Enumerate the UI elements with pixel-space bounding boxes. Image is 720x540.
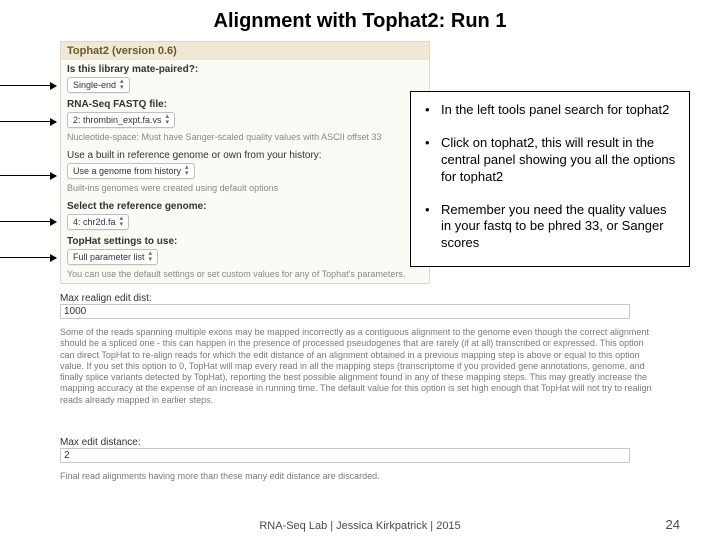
chevron-updown-icon: ▴▾ xyxy=(185,165,189,177)
instruction-item: Remember you need the quality values in … xyxy=(423,202,677,253)
page-number: 24 xyxy=(666,517,680,532)
mate-paired-label: Is this library mate-paired?: xyxy=(67,64,423,75)
arrow-2 xyxy=(0,121,56,122)
fastq-value: 2: thrombin_expt.fa.vs xyxy=(73,115,162,125)
builtins-helper: Built-ins genomes were created using def… xyxy=(61,181,429,197)
chevron-updown-icon: ▴▾ xyxy=(120,79,124,91)
instructions-callout: In the left tools panel search for topha… xyxy=(410,91,690,267)
mate-paired-value: Single-end xyxy=(73,80,116,90)
ref-choice-select[interactable]: Use a genome from history ▴▾ xyxy=(67,163,195,179)
nucleotide-helper: Nucleotide-space: Must have Sanger-scale… xyxy=(61,130,429,146)
fastq-label: RNA-Seq FASTQ file: xyxy=(67,99,423,110)
settings-label: TopHat settings to use: xyxy=(67,236,423,247)
select-ref-label: Select the reference genome: xyxy=(67,201,423,212)
mate-paired-select[interactable]: Single-end ▴▾ xyxy=(67,77,130,93)
arrow-4 xyxy=(0,221,56,222)
select-ref-select[interactable]: 4: chr2d.fa ▴▾ xyxy=(67,214,129,230)
footer-text: RNA-Seq Lab | Jessica Kirkpatrick | 2015 xyxy=(0,520,720,532)
panel-header: Tophat2 (version 0.6) xyxy=(61,42,429,60)
ref-choice-label: Use a built in reference genome or own f… xyxy=(67,150,423,161)
settings-value: Full parameter list xyxy=(73,252,145,262)
chevron-updown-icon: ▴▾ xyxy=(166,114,170,126)
arrow-5 xyxy=(0,257,56,258)
max-edit-input[interactable] xyxy=(60,448,630,463)
tophat-form-panel: Tophat2 (version 0.6) Is this library ma… xyxy=(60,41,430,284)
max-realign-input[interactable] xyxy=(60,304,630,319)
instruction-item: Click on tophat2, this will result in th… xyxy=(423,135,677,186)
select-ref-value: 4: chr2d.fa xyxy=(73,217,116,227)
max-realign-description: Some of the reads spanning multiple exon… xyxy=(60,325,660,408)
fastq-select[interactable]: 2: thrombin_expt.fa.vs ▴▾ xyxy=(67,112,175,128)
max-edit-description: Final read alignments having more than t… xyxy=(60,469,660,484)
settings-helper: You can use the default settings or set … xyxy=(61,267,429,283)
chevron-updown-icon: ▴▾ xyxy=(120,216,124,228)
instruction-item: In the left tools panel search for topha… xyxy=(423,102,677,119)
settings-select[interactable]: Full parameter list ▴▾ xyxy=(67,249,158,265)
arrow-1 xyxy=(0,85,56,86)
chevron-updown-icon: ▴▾ xyxy=(149,251,153,263)
max-realign-label: Max realign edit dist: xyxy=(60,293,660,304)
arrow-3 xyxy=(0,175,56,176)
ref-choice-value: Use a genome from history xyxy=(73,166,181,176)
max-edit-label: Max edit distance: xyxy=(60,437,660,448)
slide-title: Alignment with Tophat2: Run 1 xyxy=(0,0,720,41)
